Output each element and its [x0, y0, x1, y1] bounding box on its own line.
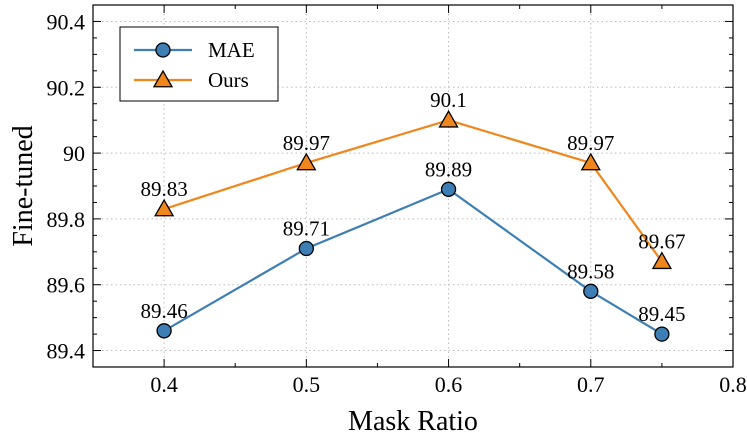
- plot-frame: [92, 4, 734, 368]
- legend-item-mae: MAE: [134, 38, 255, 62]
- data-label: 89.89: [425, 157, 472, 181]
- x-tick-label: 0.5: [293, 372, 321, 397]
- y-tick-label: 90: [63, 141, 85, 166]
- data-point-circle: [155, 42, 171, 58]
- legend-label: Ours: [208, 68, 249, 92]
- data-label: 89.71: [283, 217, 330, 241]
- x-tick-label: 0.7: [577, 372, 605, 397]
- data-point-circle: [440, 181, 457, 197]
- y-tick-label: 89.6: [47, 273, 86, 298]
- y-tick-label: 89.8: [47, 207, 86, 232]
- data-point-circle: [583, 283, 599, 299]
- data-point-triangle: [438, 109, 459, 128]
- y-tick-label: 89.4: [47, 339, 86, 364]
- legend: MAE Ours: [119, 26, 279, 102]
- x-axis-label: Mask Ratio: [348, 406, 478, 437]
- x-tick-label: 0.4: [150, 372, 178, 397]
- data-label: 89.67: [638, 230, 685, 254]
- data-point-circle: [298, 240, 314, 257]
- data-point-circle: [654, 326, 670, 342]
- series-layer: 89.4689.7189.8989.5889.4589.8389.9790.18…: [140, 88, 686, 342]
- data-label: 89.45: [638, 302, 685, 326]
- x-tick-label: 0.6: [435, 372, 463, 397]
- y-tick-label: 90.2: [47, 75, 86, 100]
- y-tick-label: 90.4: [47, 9, 86, 34]
- data-point-triangle: [296, 152, 317, 171]
- legend-label: MAE: [208, 38, 255, 62]
- ticks: 0.4 0.5 0.6 0.7 0.8 89.4 89.6 89.8 90 90.2 90.4: [47, 4, 747, 397]
- data-label: 89.97: [567, 131, 614, 155]
- data-point-triangle: [153, 198, 175, 217]
- data-point-triangle: [152, 69, 174, 88]
- y-axis-label: Fine-tuned: [8, 125, 39, 246]
- data-label: 89.58: [567, 259, 614, 283]
- series-mae: 89.46 89.71 89.89 89.58 89.45: [140, 157, 686, 342]
- data-label: 89.83: [140, 177, 187, 201]
- data-point-triangle: [651, 251, 673, 270]
- data-label: 90.1: [430, 88, 467, 112]
- data-point-circle: [156, 323, 172, 339]
- legend-box: [119, 26, 279, 102]
- legend-item-ours: Ours: [134, 68, 249, 92]
- series-ours: 89.83 89.97 90.1 89.97 89.67: [140, 88, 686, 270]
- data-label: 89.46: [140, 299, 187, 323]
- x-tick-label: 0.8: [719, 372, 747, 397]
- data-label: 89.97: [283, 131, 330, 155]
- data-point-triangle: [580, 152, 601, 171]
